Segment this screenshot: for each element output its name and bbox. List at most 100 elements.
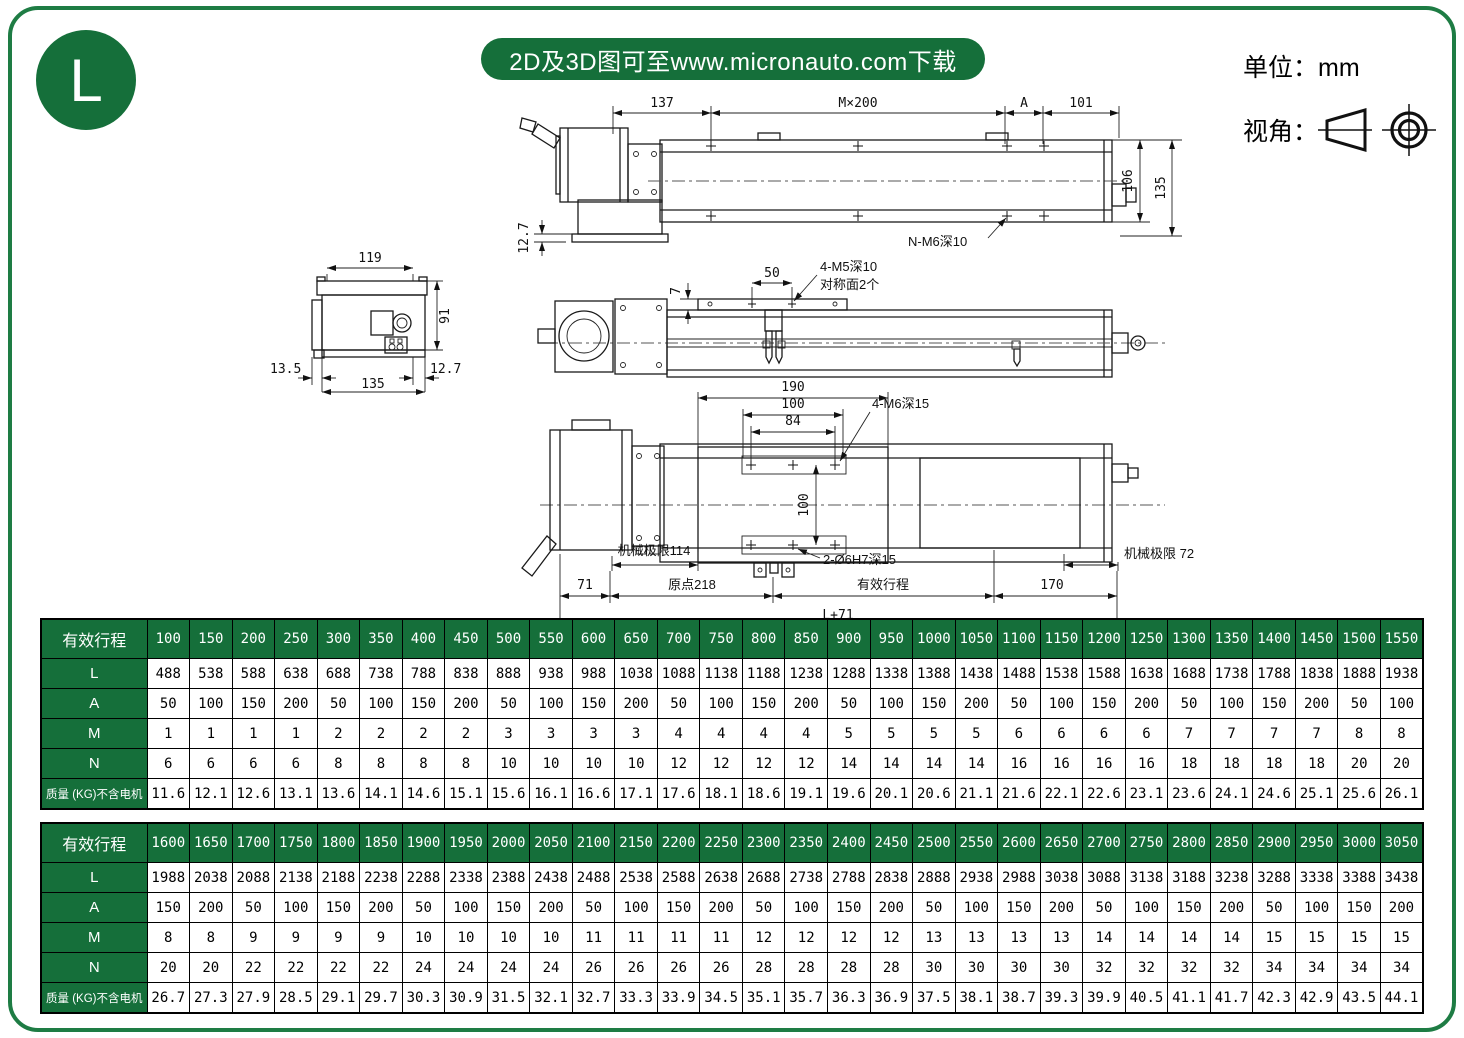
stroke-header-cell: 350 xyxy=(359,618,403,659)
value-cell: 15 xyxy=(1379,922,1424,953)
value-cell: 200 xyxy=(784,688,828,719)
value-cell: 738 xyxy=(359,658,403,689)
value-cell: 3288 xyxy=(1252,862,1296,893)
value-cell: 200 xyxy=(529,892,573,923)
value-cell: 3388 xyxy=(1337,862,1381,893)
value-cell: 20 xyxy=(1379,748,1424,779)
series-badge: L xyxy=(36,30,136,130)
stroke-header-cell: 2200 xyxy=(656,822,701,863)
value-cell: 16 xyxy=(1124,748,1169,779)
value-cell: 50 xyxy=(656,688,701,719)
stroke-header-cell: 1700 xyxy=(231,822,276,863)
motor-cable xyxy=(531,123,561,149)
stroke-header-cell: 2100 xyxy=(571,822,616,863)
value-cell: 200 xyxy=(1209,892,1254,923)
stroke-header-cell: 550 xyxy=(529,618,573,659)
value-cell: 2888 xyxy=(912,862,956,893)
stroke-header-label: 有效行程 xyxy=(40,618,148,659)
value-cell: 150 xyxy=(1082,688,1126,719)
value-cell: 22 xyxy=(316,952,361,983)
value-cell: 1988 xyxy=(146,862,191,893)
value-cell: 1 xyxy=(274,718,318,749)
table-row: N 20 20 22 22 22 22 24 24 24 24 26 26 26 26 28 28 28 28 30 3… xyxy=(40,952,1424,983)
value-cell: 150 xyxy=(1167,892,1211,923)
value-cell: 100 xyxy=(869,688,914,719)
stroke-header-cell: 2750 xyxy=(1124,822,1169,863)
table-row: M 8 8 9 9 9 9 10 10 10 10 11 11 11 11 12 12 12 12 13 13 13 13 1… xyxy=(40,922,1424,953)
value-cell: 150 xyxy=(231,688,276,719)
value-cell: 2238 xyxy=(359,862,403,893)
row-label: L xyxy=(40,862,148,893)
plan-motor-cable xyxy=(521,535,557,577)
value-cell: 28 xyxy=(741,952,786,983)
value-cell: 50 xyxy=(827,688,871,719)
slider-plate xyxy=(697,298,848,311)
value-cell: 2 xyxy=(359,718,403,749)
value-cell: 10 xyxy=(529,748,573,779)
spec-table: 有效行程 1600 1650 1700 1750 1800 1850 1900 1950 2000… xyxy=(40,822,1424,1014)
value-cell: 200 xyxy=(274,688,318,719)
stroke-header-cell: 2850 xyxy=(1209,822,1254,863)
value-cell: 8 xyxy=(401,748,446,779)
value-cell: 4 xyxy=(656,718,701,749)
row-label: N xyxy=(40,748,148,779)
value-cell: 50 xyxy=(1252,892,1296,923)
value-cell: 22.6 xyxy=(1082,778,1126,810)
value-cell: 100 xyxy=(189,688,233,719)
value-cell: 1 xyxy=(231,718,276,749)
spec-table: 有效行程 100 150 200 250 300 350 400 450 500 550 600 650… xyxy=(40,618,1424,810)
stroke-header-cell: 450 xyxy=(444,618,488,659)
value-cell: 24 xyxy=(444,952,488,983)
value-cell: 18 xyxy=(1167,748,1211,779)
value-cell: 100 xyxy=(529,688,573,719)
value-cell: 50 xyxy=(146,688,191,719)
dim-50: 50 xyxy=(764,266,780,281)
value-cell: 15.1 xyxy=(444,778,488,810)
stroke-header-cell: 2950 xyxy=(1294,822,1339,863)
value-cell: 2 xyxy=(401,718,446,749)
value-cell: 3188 xyxy=(1167,862,1211,893)
stroke-header-cell: 2600 xyxy=(997,822,1041,863)
connector-socket xyxy=(370,310,394,336)
value-cell: 150 xyxy=(912,688,956,719)
mechanical-limit-left: 机械极限114 xyxy=(618,543,691,558)
value-cell: 20 xyxy=(1337,748,1381,779)
value-cell: 33.3 xyxy=(614,982,658,1014)
value-cell: 8 xyxy=(1379,718,1424,749)
stroke-header-label: 有效行程 xyxy=(40,822,148,863)
stroke-header-cell: 3050 xyxy=(1379,822,1424,863)
plan-view-drawing: 190 100 84 4-M6深15 100 2-Ø6H7深15 机械极限114… xyxy=(521,380,1194,630)
dim-7: 7 xyxy=(669,287,684,295)
value-cell: 6 xyxy=(1082,718,1126,749)
value-cell: 15 xyxy=(1337,922,1381,953)
value-cell: 100 xyxy=(954,892,999,923)
value-cell: 6 xyxy=(1039,718,1084,749)
value-cell: 39.3 xyxy=(1039,982,1084,1014)
value-cell: 25.6 xyxy=(1337,778,1381,810)
value-cell: 17.1 xyxy=(614,778,658,810)
stroke-header-cell: 1200 xyxy=(1082,618,1126,659)
value-cell: 688 xyxy=(316,658,361,689)
value-cell: 200 xyxy=(1124,688,1169,719)
view-angle-label: 视角： xyxy=(1243,118,1319,146)
value-cell: 150 xyxy=(571,688,616,719)
value-cell: 10 xyxy=(571,748,616,779)
value-cell: 10 xyxy=(486,748,531,779)
value-cell: 888 xyxy=(486,658,531,689)
value-cell: 1288 xyxy=(827,658,871,689)
stroke-header-cell: 1150 xyxy=(1039,618,1084,659)
value-cell: 788 xyxy=(401,658,446,689)
value-cell: 24 xyxy=(486,952,531,983)
stroke-header-cell: 2700 xyxy=(1082,822,1126,863)
value-cell: 50 xyxy=(1167,688,1211,719)
stroke-header-cell: 1450 xyxy=(1294,618,1339,659)
value-cell: 200 xyxy=(189,892,233,923)
value-cell: 8 xyxy=(316,748,361,779)
end-view-dimensions: 119 91 13.5 12.7 135 xyxy=(270,251,461,395)
value-cell: 200 xyxy=(359,892,403,923)
value-cell: 10 xyxy=(401,922,446,953)
value-cell: 13 xyxy=(954,922,999,953)
value-cell: 15 xyxy=(1252,922,1296,953)
value-cell: 28.5 xyxy=(274,982,318,1014)
